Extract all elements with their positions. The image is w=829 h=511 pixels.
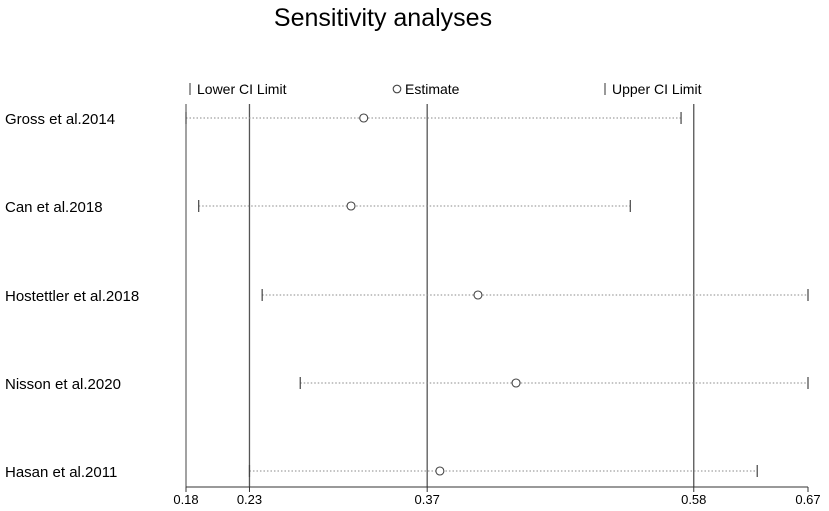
x-tick-label: 0.23 (237, 492, 262, 507)
study-row: Gross et al.2014 (5, 111, 682, 128)
study-label: Gross et al.2014 (5, 111, 115, 128)
estimate-marker (473, 290, 483, 300)
study-label: Nisson et al.2020 (5, 376, 121, 393)
legend-estimate-label: Estimate (405, 81, 460, 97)
study-row: Nisson et al.2020 (5, 376, 809, 393)
study-rows: Gross et al.2014 Can et al.2018 Hostettler… (5, 111, 809, 481)
study-row: Can et al.2018 (5, 199, 631, 216)
estimate-marker (346, 201, 356, 211)
x-tick-label: 0.58 (681, 492, 706, 507)
estimate-marker (359, 113, 369, 123)
estimate-marker (511, 378, 521, 388)
x-tick-label: 0.18 (173, 492, 198, 507)
study-label: Hostettler et al.2018 (5, 288, 139, 305)
legend: Lower CI Limit Estimate Upper CI Limit (189, 81, 702, 97)
estimate-marker (435, 466, 445, 476)
study-row: Hasan et al.2011 (5, 464, 758, 481)
study-label: Can et al.2018 (5, 199, 103, 216)
legend-upper-label: Upper CI Limit (612, 81, 702, 97)
chart-title: Sensitivity analyses (274, 4, 492, 32)
legend-estimate-marker (392, 84, 402, 94)
x-tick-label: 0.37 (415, 492, 440, 507)
study-row: Hostettler et al.2018 (5, 288, 809, 305)
study-label: Hasan et al.2011 (5, 464, 117, 481)
x-axis: 0.18 0.23 0.37 0.58 0.67 (173, 487, 821, 507)
x-tick-label: 0.67 (795, 492, 820, 507)
legend-lower-label: Lower CI Limit (197, 81, 287, 97)
